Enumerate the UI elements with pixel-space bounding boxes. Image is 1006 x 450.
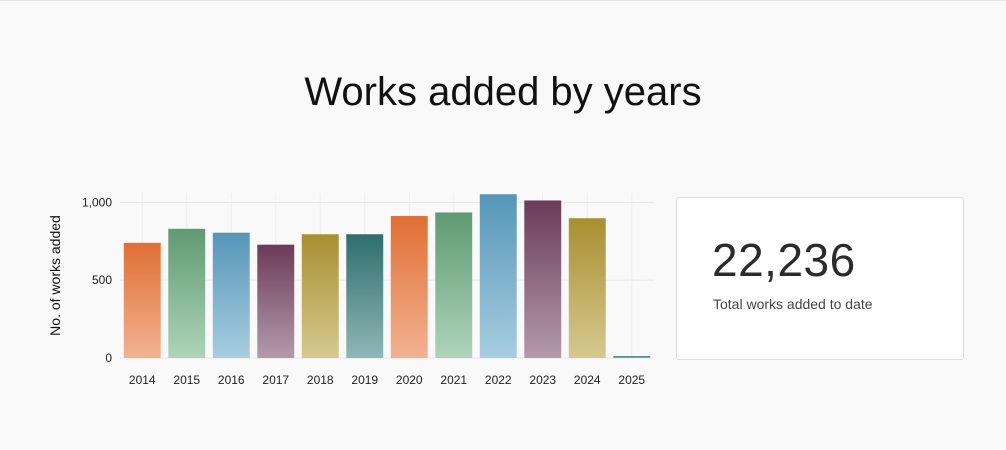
- x-tick-label: 2021: [440, 373, 467, 387]
- x-tick-label: 2015: [173, 373, 200, 387]
- bar-2015[interactable]: [168, 228, 206, 358]
- y-tick-label: 1,000: [82, 195, 112, 209]
- total-works-value: 22,236: [712, 234, 856, 286]
- y-tick-label: 0: [105, 351, 112, 365]
- x-tick-label: 2023: [529, 373, 556, 387]
- bar-2017[interactable]: [257, 244, 295, 358]
- y-axis-title: No. of works added: [47, 215, 63, 336]
- works-by-year-chart: 0 500 1,000 2014 2015 2016 2017 2018 2019 2020 202…: [40, 185, 660, 395]
- total-works-label: Total works added to date: [713, 296, 873, 312]
- bar-2023[interactable]: [524, 200, 562, 358]
- total-works-card: 22,236 Total works added to date: [676, 197, 964, 360]
- y-tick-label: 500: [92, 273, 112, 287]
- bar-2022[interactable]: [479, 194, 517, 358]
- x-tick-label: 2017: [262, 373, 289, 387]
- x-tick-label: 2019: [351, 373, 378, 387]
- x-tick-label: 2014: [129, 373, 156, 387]
- bar-2014[interactable]: [123, 242, 161, 358]
- x-tick-label: 2018: [307, 373, 334, 387]
- bar-2024[interactable]: [568, 218, 606, 358]
- top-divider: [0, 0, 1006, 1]
- bar-2020[interactable]: [390, 216, 428, 358]
- bar-2016[interactable]: [212, 232, 250, 358]
- bar-2019[interactable]: [346, 234, 384, 358]
- x-tick-label: 2025: [618, 373, 645, 387]
- bar-2018[interactable]: [301, 234, 339, 358]
- bar-2025[interactable]: [613, 356, 651, 358]
- page-title: Works added by years: [304, 70, 702, 114]
- x-tick-label: 2020: [396, 373, 423, 387]
- bar-chart-svg: 0 500 1,000 2014 2015 2016 2017 2018 2019 2020 202…: [47, 193, 654, 387]
- x-tick-label: 2024: [574, 373, 601, 387]
- x-tick-label: 2016: [218, 373, 245, 387]
- bar-2021[interactable]: [435, 212, 473, 358]
- x-tick-label: 2022: [485, 373, 512, 387]
